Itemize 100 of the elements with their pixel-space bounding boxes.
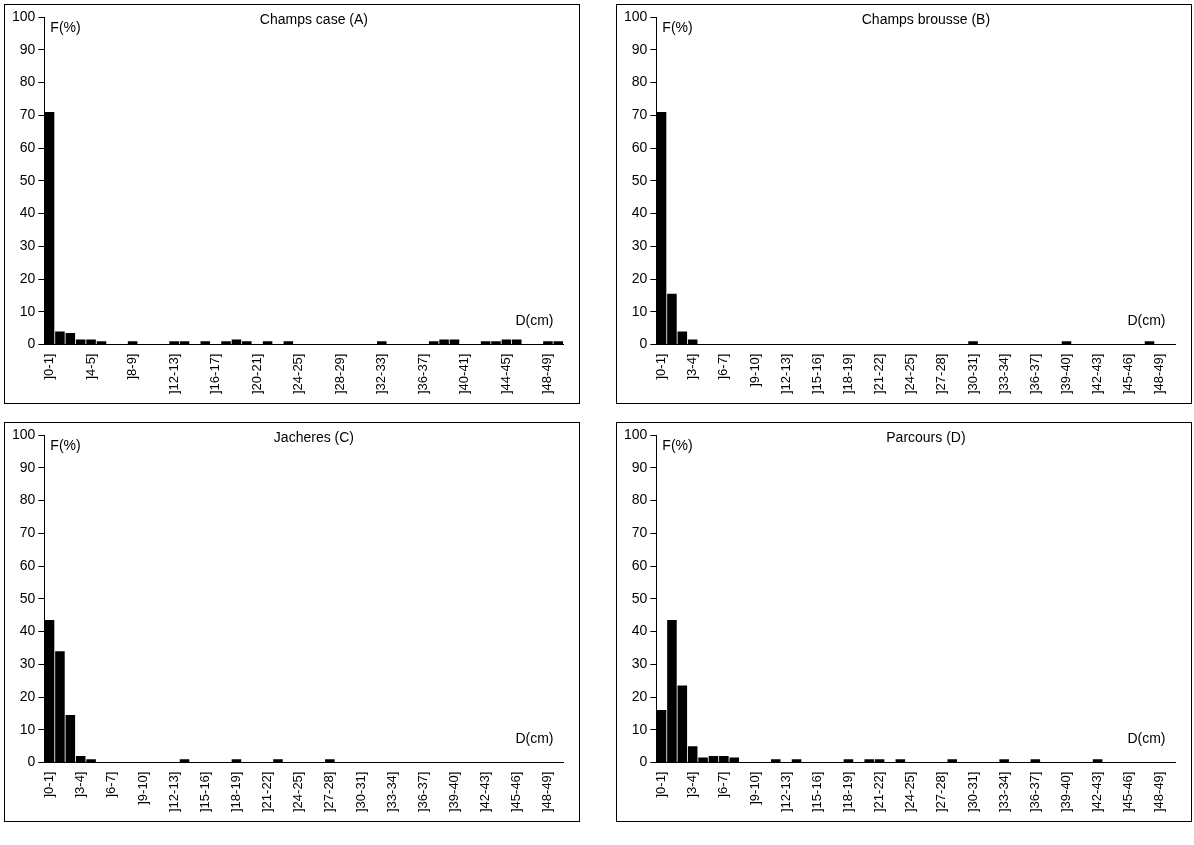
y-tick-label: 10: [631, 302, 648, 319]
y-tick-label: 90: [631, 458, 648, 475]
x-tick-label: ]15-16]: [808, 771, 824, 813]
x-tick-label: ]39-40]: [1058, 771, 1074, 813]
x-tick-label: ]48-49]: [539, 771, 555, 813]
x-tick-label: ]9-10]: [746, 353, 762, 387]
x-tick-label: ]0-1]: [41, 353, 57, 380]
x-tick-label: ]48-49]: [539, 353, 555, 395]
y-tick-label: 40: [631, 622, 648, 639]
y-tick-label: 50: [19, 171, 36, 188]
x-tick-label: ]30-31]: [352, 771, 368, 813]
x-tick-label: ]6-7]: [715, 771, 731, 798]
x-tick-label: ]6-7]: [715, 353, 731, 380]
x-tick-label: ]0-1]: [653, 771, 669, 798]
x-tick-label: ]32-33]: [373, 353, 389, 395]
x-tick-label: ]18-19]: [840, 353, 856, 395]
y-tick-label: 60: [631, 138, 648, 155]
x-tick-label: ]6-7]: [103, 771, 119, 798]
y-tick-label: 100: [624, 7, 648, 24]
x-tick-label: ]39-40]: [1058, 353, 1074, 395]
x-tick-label: ]27-28]: [933, 353, 949, 395]
y-tick-label: 10: [631, 720, 648, 737]
y-axis-title: F(%): [662, 18, 693, 35]
x-tick-label: ]21-22]: [259, 771, 275, 813]
x-tick-label: ]48-49]: [1151, 771, 1167, 813]
x-tick-label: ]27-28]: [933, 771, 949, 813]
y-tick-label: 70: [631, 106, 648, 123]
x-tick-label: ]44-45]: [497, 353, 513, 395]
y-tick-label: 10: [19, 302, 36, 319]
x-tick-label: ]28-29]: [331, 353, 347, 395]
y-tick-label: 100: [624, 425, 648, 442]
chart-title: Parcours (D): [886, 428, 966, 445]
y-tick-label: 40: [19, 622, 36, 639]
y-axis-title: F(%): [50, 18, 81, 35]
x-tick-label: ]15-16]: [808, 353, 824, 395]
y-tick-label: 0: [639, 753, 648, 770]
x-tick-label: ]24-25]: [290, 353, 306, 395]
y-tick-label: 80: [19, 73, 36, 90]
y-axis-title: F(%): [662, 436, 693, 453]
x-tick-label: ]30-31]: [964, 353, 980, 395]
y-tick-label: 30: [631, 237, 648, 254]
x-tick-label: ]12-13]: [165, 771, 181, 813]
x-tick-label: ]9-10]: [134, 771, 150, 805]
x-tick-label: ]9-10]: [746, 771, 762, 805]
y-tick-label: 20: [19, 269, 36, 286]
x-tick-label: ]45-46]: [508, 771, 524, 813]
x-tick-label: ]16-17]: [207, 353, 223, 395]
y-tick-label: 50: [19, 589, 36, 606]
x-tick-label: ]21-22]: [871, 771, 887, 813]
x-tick-label: ]0-1]: [653, 353, 669, 380]
x-tick-label: ]45-46]: [1120, 771, 1136, 813]
x-axis-title: D(cm): [515, 730, 554, 747]
y-tick-label: 50: [631, 589, 648, 606]
x-tick-label: ]42-43]: [1089, 353, 1105, 395]
x-tick-label: ]3-4]: [72, 771, 88, 798]
x-tick-label: ]8-9]: [124, 353, 140, 380]
y-tick-label: 30: [631, 655, 648, 672]
y-tick-label: 10: [19, 720, 36, 737]
chart-title: Jacheres (C): [273, 428, 354, 445]
x-tick-label: ]3-4]: [684, 353, 700, 380]
y-tick-label: 60: [19, 556, 36, 573]
y-tick-label: 80: [19, 491, 36, 508]
y-tick-label: 0: [27, 753, 36, 770]
x-axis-title: D(cm): [1127, 312, 1166, 329]
x-tick-label: ]3-4]: [684, 771, 700, 798]
x-tick-label: ]4-5]: [82, 353, 98, 380]
y-tick-label: 70: [631, 524, 648, 541]
y-tick-label: 60: [631, 556, 648, 573]
y-tick-label: 80: [631, 491, 648, 508]
y-tick-label: 0: [27, 335, 36, 352]
y-tick-label: 30: [19, 655, 36, 672]
x-tick-label: ]45-46]: [1120, 353, 1136, 395]
x-tick-label: ]27-28]: [321, 771, 337, 813]
x-tick-label: ]33-34]: [383, 771, 399, 813]
y-tick-label: 70: [19, 106, 36, 123]
y-tick-label: 90: [631, 40, 648, 57]
y-tick-label: 70: [19, 524, 36, 541]
x-tick-label: ]18-19]: [840, 771, 856, 813]
y-axis-title: F(%): [50, 436, 81, 453]
x-tick-label: ]42-43]: [1089, 771, 1105, 813]
y-tick-label: 90: [19, 458, 36, 475]
x-tick-label: ]18-19]: [228, 771, 244, 813]
y-tick-label: 20: [631, 269, 648, 286]
x-tick-label: ]20-21]: [248, 353, 264, 395]
y-tick-label: 80: [631, 73, 648, 90]
x-tick-label: ]24-25]: [902, 353, 918, 395]
x-tick-label: ]36-37]: [414, 353, 430, 395]
chart-title: Champs brousse (B): [861, 10, 991, 27]
x-tick-label: ]36-37]: [414, 771, 430, 813]
y-tick-label: 60: [19, 138, 36, 155]
chart-title: Champs case (A): [259, 10, 368, 27]
y-tick-label: 20: [631, 687, 648, 704]
x-tick-label: ]42-43]: [477, 771, 493, 813]
x-tick-label: ]39-40]: [446, 771, 462, 813]
x-tick-label: ]24-25]: [902, 771, 918, 813]
x-tick-label: ]21-22]: [871, 353, 887, 395]
x-tick-label: ]36-37]: [1026, 771, 1042, 813]
x-tick-label: ]36-37]: [1026, 353, 1042, 395]
y-tick-label: 40: [631, 204, 648, 221]
x-tick-label: ]30-31]: [964, 771, 980, 813]
